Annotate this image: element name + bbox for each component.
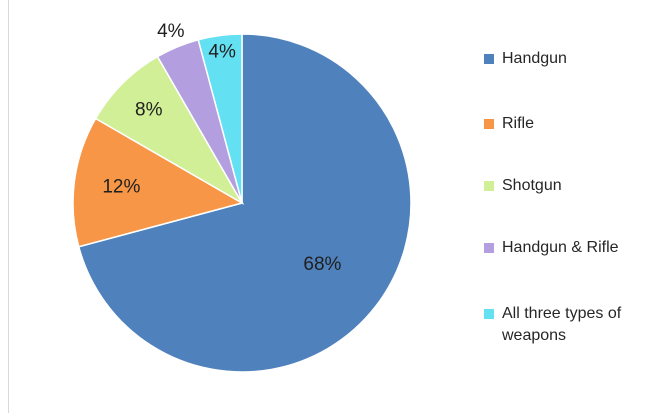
pie-slice-all-three-types-of-weapons: [197, 33, 243, 204]
legend-item-handgun-and-rifle: Handgun & Rifle: [484, 237, 652, 259]
legend-label-all-three-types-of-weapons: All three types of weapons: [502, 305, 622, 344]
data-label-handgun: 68%: [303, 254, 341, 275]
pie-slice-shotgun: [94, 55, 245, 206]
legend-label-handgun-and-rifle: Handgun & Rifle: [502, 239, 619, 256]
pie-slice-rifle: [72, 117, 244, 248]
legend-item-all-three-types-of-weapons: All three types of weapons: [484, 303, 652, 347]
legend-swatch-handgun-and-rifle: [484, 243, 494, 253]
legend-label-rifle: Rifle: [502, 115, 535, 132]
legend-item-rifle: Rifle: [484, 113, 652, 135]
legend-swatch-rifle: [484, 119, 494, 129]
left-border-line: [8, 0, 9, 413]
data-label-all-three-types-of-weapons: 4%: [208, 42, 236, 63]
legend-swatch-handgun: [484, 54, 494, 64]
pie-slice-handgun: [77, 33, 412, 373]
legend-item-shotgun: Shotgun: [484, 175, 652, 197]
legend-label-shotgun: Shotgun: [502, 177, 562, 194]
legend-label-handgun: Handgun: [502, 50, 567, 67]
legend-swatch-shotgun: [484, 181, 494, 191]
data-label-shotgun: 8%: [135, 99, 163, 120]
data-label-rifle: 12%: [102, 177, 140, 198]
data-label-handgun-and-rifle: 4%: [157, 21, 185, 42]
legend-swatch-all-three-types-of-weapons: [484, 309, 494, 319]
legend-item-handgun: Handgun: [484, 48, 652, 70]
